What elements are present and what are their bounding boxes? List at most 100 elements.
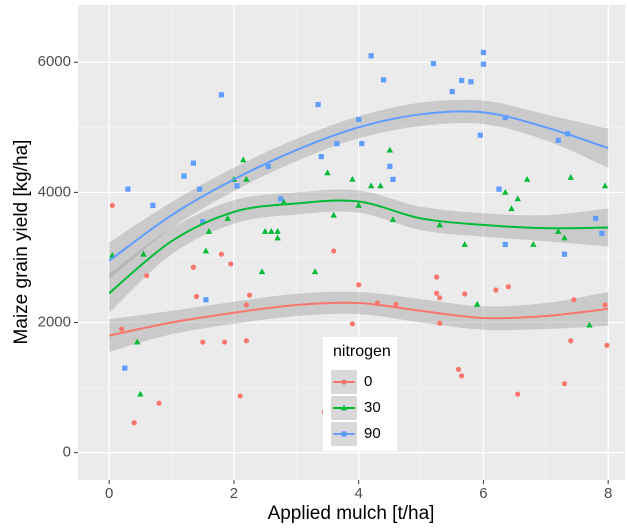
legend-label: 30 — [364, 399, 381, 416]
point — [203, 297, 209, 303]
legend-title: nitrogen — [333, 343, 391, 360]
point — [324, 169, 331, 176]
point — [150, 202, 156, 209]
point — [477, 132, 483, 138]
y-tick-label: 0 — [63, 444, 71, 461]
point — [268, 228, 275, 234]
point — [278, 196, 284, 202]
point — [458, 77, 465, 84]
point — [205, 228, 213, 234]
point — [331, 248, 337, 254]
point — [561, 251, 568, 257]
point — [515, 391, 521, 397]
y-tick-label: 6000 — [38, 53, 71, 70]
point — [265, 163, 271, 169]
point — [568, 338, 574, 344]
point — [261, 228, 269, 234]
point — [602, 302, 608, 308]
y-tick-label: 2000 — [38, 314, 71, 331]
y-axis-title: Maize grain yield [kg/ha] — [11, 140, 32, 345]
point — [505, 284, 511, 290]
point — [437, 320, 443, 326]
point — [234, 183, 240, 189]
point — [356, 282, 362, 288]
y-tick-label: 4000 — [38, 183, 71, 200]
point — [274, 234, 281, 241]
confidence-band — [109, 99, 609, 279]
point — [586, 321, 593, 328]
point — [514, 195, 521, 202]
smooth-line — [108, 301, 609, 337]
point — [202, 247, 210, 254]
point — [221, 339, 228, 345]
point — [190, 160, 196, 166]
point — [240, 156, 247, 163]
point — [593, 215, 599, 222]
point — [561, 381, 568, 387]
point — [387, 163, 393, 169]
point — [318, 154, 324, 160]
legend-key-point — [340, 404, 348, 411]
point — [228, 261, 234, 267]
point — [243, 302, 250, 308]
smooth-line — [108, 110, 609, 262]
point — [555, 228, 562, 234]
x-tick-label: 0 — [105, 485, 113, 502]
point — [437, 295, 443, 301]
legend-label: 0 — [364, 373, 372, 390]
point — [434, 274, 440, 280]
point — [436, 221, 443, 228]
point — [449, 88, 455, 95]
point — [218, 251, 225, 257]
point — [473, 300, 481, 307]
point — [315, 101, 321, 108]
point — [368, 53, 374, 59]
point — [604, 342, 610, 348]
point — [349, 321, 356, 327]
point — [381, 77, 387, 83]
point — [599, 230, 605, 236]
axes: 0 2 4 6 8 0 2000 4000 6000 — [38, 53, 613, 502]
legend: nitrogen 0 30 90 — [323, 337, 397, 451]
point — [334, 140, 340, 147]
point — [243, 338, 250, 344]
point — [258, 268, 266, 275]
x-tick-label: 2 — [230, 485, 238, 502]
x-tick-label: 8 — [604, 485, 612, 502]
point — [280, 198, 288, 205]
point — [156, 400, 162, 406]
point — [434, 290, 440, 296]
confidence-band — [109, 291, 609, 352]
point — [508, 205, 515, 212]
point — [571, 297, 577, 303]
point — [567, 174, 574, 180]
point — [119, 326, 125, 332]
point — [458, 373, 465, 379]
x-tick-label: 4 — [355, 485, 363, 502]
point — [601, 182, 609, 189]
point — [468, 79, 474, 85]
point — [197, 186, 203, 192]
point — [193, 293, 200, 300]
legend-label: 90 — [364, 425, 381, 442]
point — [523, 175, 531, 182]
point — [224, 215, 231, 221]
smooth-line — [108, 199, 609, 295]
point — [137, 390, 144, 397]
point — [502, 114, 508, 121]
point — [140, 250, 147, 257]
legend-key-point — [341, 431, 347, 437]
point — [480, 49, 487, 56]
confidence-band — [109, 189, 609, 313]
point — [367, 182, 375, 189]
point — [377, 182, 384, 189]
legend-key-point — [341, 379, 347, 385]
point — [243, 175, 250, 182]
point — [430, 60, 437, 67]
point — [349, 175, 356, 182]
point — [144, 273, 150, 279]
point — [190, 264, 196, 270]
marks — [108, 49, 610, 426]
point — [274, 228, 281, 234]
